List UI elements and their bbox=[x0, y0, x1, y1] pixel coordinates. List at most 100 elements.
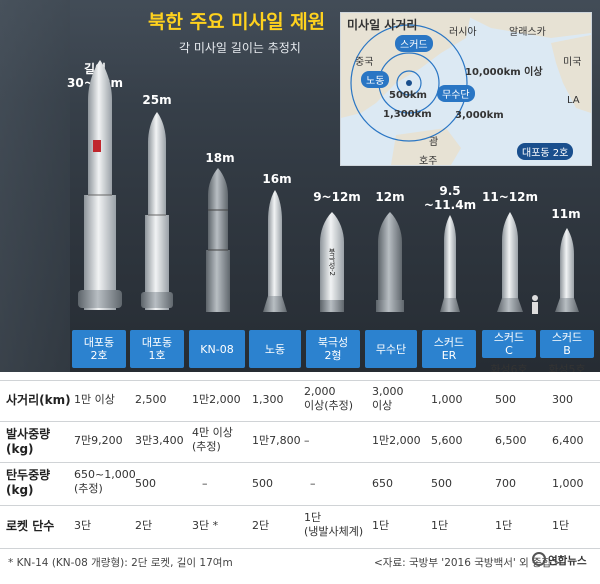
table-cell: 3,000 이상 bbox=[372, 385, 404, 412]
table-cell: 1,000 bbox=[431, 393, 463, 406]
table-cell: 7만9,200 bbox=[74, 434, 123, 447]
map-range-3000: 3,000km bbox=[455, 110, 504, 121]
table-cell: 300 bbox=[552, 393, 573, 406]
map-label-usa: 미국 bbox=[563, 57, 582, 68]
table-row: 발사중량 (kg) 7만9,200 3만3,400 4만 이상 (추정) 1만7… bbox=[0, 421, 600, 462]
table-cell: 2단 bbox=[135, 519, 153, 532]
rocket-pukguksong-2: 북극성-2 bbox=[320, 212, 344, 312]
missile-length-5: 12m bbox=[375, 190, 405, 204]
map-label-russia: 러시아 bbox=[449, 27, 477, 38]
missile-name-7: 스커드 C bbox=[482, 330, 536, 358]
map-range-500: 500km bbox=[389, 90, 427, 101]
table-cell: 1,000 bbox=[552, 477, 584, 490]
map-badge-nodong: 노동 bbox=[361, 71, 390, 88]
table-cell: 500 bbox=[431, 477, 452, 490]
range-circle-500 bbox=[396, 70, 422, 96]
source-credit: <자료: 국방부 '2016 국방백서' 외 종합> bbox=[374, 557, 561, 569]
range-circle-3000 bbox=[350, 24, 468, 142]
table-cell: 6,500 bbox=[495, 434, 527, 447]
table-cell: – bbox=[310, 477, 316, 490]
agency-logo: 연합뉴스 bbox=[532, 552, 587, 568]
table-cell: 3만3,400 bbox=[135, 434, 184, 447]
table-cell: 500 bbox=[252, 477, 273, 490]
missile-name-6: 스커드 ER bbox=[422, 330, 476, 368]
table-cell: 3단 bbox=[74, 519, 92, 532]
missile-name-2: KN-08 bbox=[189, 330, 245, 368]
table-cell: 500 bbox=[135, 477, 156, 490]
table-cell: 650 bbox=[372, 477, 393, 490]
missile-illustrations: 북극성-2 bbox=[78, 60, 579, 314]
rocket-musudan bbox=[376, 212, 404, 312]
missile-name-1: 대포동 1호 bbox=[130, 330, 184, 368]
map-label-guam: 괌 bbox=[429, 137, 439, 148]
rocket-scud-b bbox=[555, 228, 579, 312]
land-asia bbox=[341, 13, 471, 118]
table-cell: 1,300 bbox=[252, 393, 284, 406]
table-cell: 700 bbox=[495, 477, 516, 490]
map-label-china: 중국 bbox=[355, 57, 374, 68]
table-row: 로켓 단수 3단 2단 3단 * 2단 1단 (냉발사체계) 1단 1단 1단 … bbox=[0, 505, 600, 549]
table-cell: 4만 이상 (추정) bbox=[192, 426, 233, 453]
land-america bbox=[551, 35, 591, 113]
table-cell: 1단 bbox=[372, 519, 390, 532]
missile-name-3: 노동 bbox=[249, 330, 301, 368]
missile-name-8: 스커드 B bbox=[540, 330, 594, 358]
page-subtitle: 각 미사일 길이는 추정치 bbox=[179, 41, 301, 55]
map-badge-taepodong2: 대포동 2호 bbox=[517, 143, 574, 160]
table-cell: 1단 bbox=[431, 519, 449, 532]
table-cell: 1만 이상 bbox=[74, 393, 115, 406]
missile-name-4: 북극성 2형 bbox=[306, 330, 360, 368]
page-title: 북한 주요 미사일 제원 bbox=[148, 11, 326, 33]
missile-length-2: 18m bbox=[205, 151, 235, 165]
row-label: 사거리(km) bbox=[6, 393, 71, 407]
map-range-10000: 10,000km 이상 bbox=[465, 67, 543, 78]
table-cell: 2,500 bbox=[135, 393, 167, 406]
table-cell: 500 bbox=[495, 393, 516, 406]
table-cell: 1만2,000 bbox=[192, 393, 241, 406]
table-cell: – bbox=[202, 477, 208, 490]
range-map-graphic bbox=[341, 13, 591, 165]
footnote: * KN-14 (KN-08 개량형): 2단 로켓, 길이 17여m bbox=[8, 557, 233, 569]
row-label: 탄두중량 (kg) bbox=[6, 468, 51, 497]
table-cell: 3단 * bbox=[192, 519, 219, 532]
map-badge-scud: 스커드 bbox=[395, 35, 433, 52]
table-cell: 6,400 bbox=[552, 434, 584, 447]
table-cell: 650~1,000 (추정) bbox=[74, 468, 136, 495]
land-australia bbox=[391, 128, 461, 165]
rocket-body-text: 북극성-2 bbox=[328, 248, 336, 276]
land-russia bbox=[461, 13, 591, 38]
missile-alias-7: 화성6호 bbox=[490, 363, 528, 372]
missile-length-3: 16m bbox=[262, 172, 292, 186]
rocket-nodong bbox=[263, 190, 287, 312]
table-row: 탄두중량 (kg) 650~1,000 (추정) 500 – 500 – 650… bbox=[0, 462, 600, 505]
table-row: 사거리(km) 1만 이상 2,500 1만2,000 1,300 2,000 … bbox=[0, 380, 600, 421]
map-label-la: LA bbox=[567, 95, 580, 106]
map-badge-musudan: 무수단 bbox=[437, 85, 475, 102]
rocket-kn-08 bbox=[206, 168, 230, 312]
rocket-scud-er bbox=[440, 215, 460, 312]
logo-icon bbox=[532, 552, 546, 566]
map-label-australia: 호주 bbox=[419, 156, 438, 166]
map-label-alaska: 알래스카 bbox=[509, 27, 546, 38]
table-cell: 1만7,800 bbox=[252, 434, 301, 447]
table-cell: 2,000 이상(추정) bbox=[304, 385, 354, 412]
hero-panel: 북한 주요 미사일 제원 각 미사일 길이는 추정치 미사일 사거리 러시아 알… bbox=[0, 0, 600, 372]
missile-alias-8: 화성5호 bbox=[548, 363, 586, 372]
rocket-taepodong-2 bbox=[78, 60, 122, 310]
table-cell: 1만2,000 bbox=[372, 434, 421, 447]
human-scale-figure bbox=[532, 295, 538, 314]
row-label: 발사중량 (kg) bbox=[6, 427, 51, 456]
map-title: 미사일 사거리 bbox=[347, 18, 418, 32]
missile-length-7: 11~12m bbox=[482, 190, 538, 204]
map-range-1300: 1,300km bbox=[383, 109, 432, 120]
table-cell: 5,600 bbox=[431, 434, 463, 447]
origin-marker bbox=[406, 80, 412, 86]
missile-length-4: 9~12m bbox=[313, 190, 361, 204]
missile-name-5: 무수단 bbox=[365, 330, 417, 368]
table-cell: 1단 bbox=[495, 519, 513, 532]
missile-length-8: 11m bbox=[551, 207, 581, 221]
table-cell: – bbox=[304, 434, 310, 447]
table-cell: 1단 (냉발사체계) bbox=[304, 511, 364, 538]
row-label: 로켓 단수 bbox=[6, 519, 55, 533]
missile-length-1: 25m bbox=[142, 93, 172, 107]
